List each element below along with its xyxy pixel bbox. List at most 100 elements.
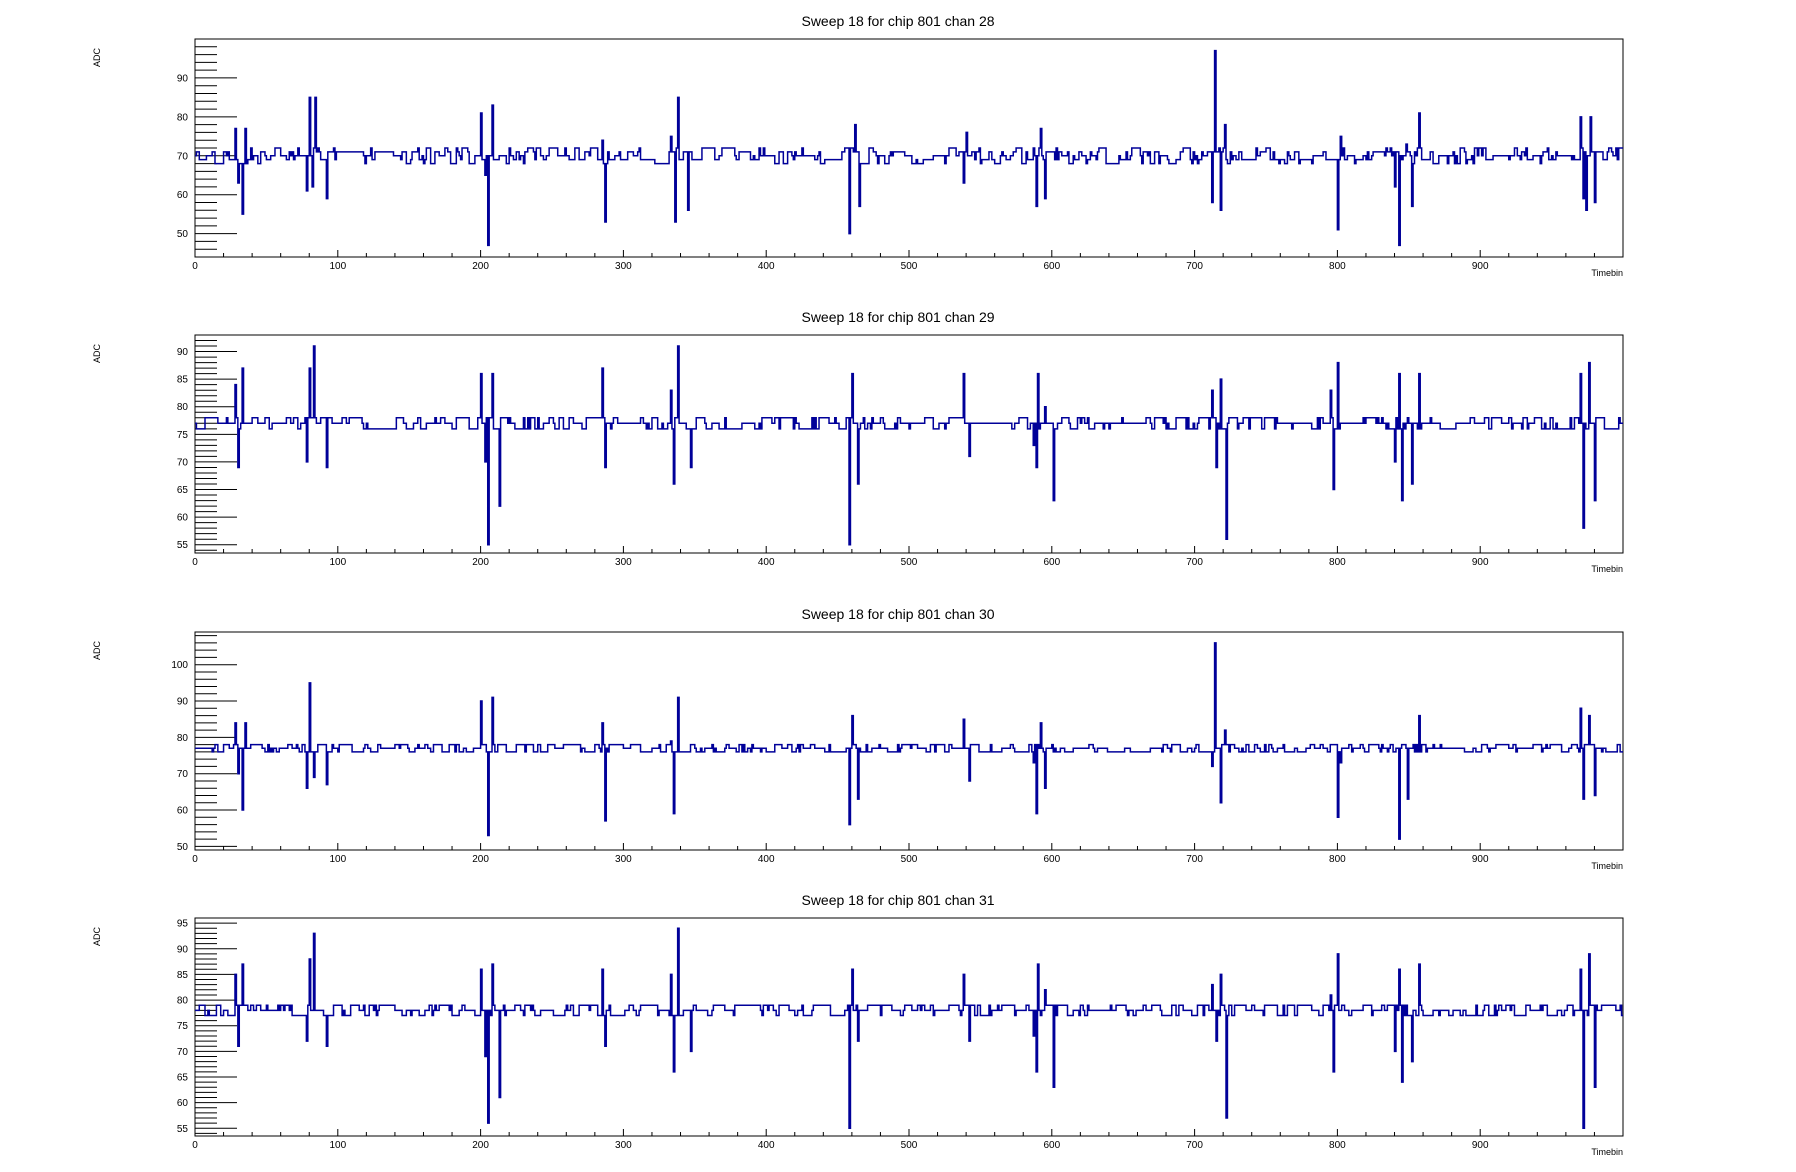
x-tick-label: 0 <box>192 261 198 272</box>
adc-waveform-line <box>195 927 1623 1130</box>
plot-frame <box>194 631 1624 851</box>
x-tick-label: 900 <box>1472 1140 1489 1151</box>
y-tick-label: 90 <box>177 697 189 708</box>
plot-panel-chan-28: Sweep 18 for chip 801 chan 28 ADC Timebi… <box>0 0 1796 293</box>
x-tick-label: 100 <box>329 1140 346 1151</box>
chart-svg-chan-30: Sweep 18 for chip 801 chan 30 ADC Timebi… <box>92 606 1624 871</box>
chart-title: Sweep 18 for chip 801 chan 31 <box>801 892 994 908</box>
y-tick-label: 55 <box>177 1124 189 1135</box>
x-tick-label: 100 <box>329 557 346 568</box>
x-axis-ticks: 0 100 200 300 400 500 600 700 800 900 <box>192 250 1624 272</box>
y-axis-title: ADC <box>92 641 102 661</box>
x-axis-ticks: 0 100 200 300 400 500 600 700 800 900 <box>192 843 1624 865</box>
x-tick-label: 0 <box>192 1140 198 1151</box>
y-tick-label: 60 <box>177 513 189 524</box>
x-tick-label: 600 <box>1043 557 1060 568</box>
adc-waveform-line <box>195 642 1623 840</box>
y-tick-label: 90 <box>177 73 189 84</box>
y-axis-ticks: 50 60 70 80 90 <box>177 38 237 258</box>
x-tick-label: 800 <box>1329 261 1346 272</box>
x-tick-label: 200 <box>472 854 489 865</box>
x-tick-label: 900 <box>1472 557 1489 568</box>
x-axis-title: Timebin <box>1591 268 1623 278</box>
plot-frame <box>194 917 1624 1137</box>
x-tick-label: 300 <box>615 1140 632 1151</box>
plot-frame <box>194 334 1624 554</box>
y-tick-label: 60 <box>177 190 189 201</box>
x-tick-label: 0 <box>192 854 198 865</box>
x-tick-label: 900 <box>1472 261 1489 272</box>
y-tick-label: 95 <box>177 919 189 930</box>
x-tick-label: 200 <box>472 557 489 568</box>
chart-title: Sweep 18 for chip 801 chan 28 <box>801 13 994 29</box>
y-tick-label: 80 <box>177 402 189 413</box>
x-tick-label: 400 <box>758 1140 775 1151</box>
y-axis-title: ADC <box>92 344 102 364</box>
x-tick-label: 0 <box>192 557 198 568</box>
x-axis-ticks: 0 100 200 300 400 500 600 700 800 900 <box>192 1129 1624 1151</box>
x-tick-label: 500 <box>901 261 918 272</box>
x-tick-label: 800 <box>1329 854 1346 865</box>
x-tick-label: 300 <box>615 854 632 865</box>
chart-svg-chan-29: Sweep 18 for chip 801 chan 29 ADC Timebi… <box>92 309 1624 574</box>
chart-svg-chan-28: Sweep 18 for chip 801 chan 28 ADC Timebi… <box>92 13 1624 278</box>
x-tick-label: 300 <box>615 261 632 272</box>
x-tick-label: 500 <box>901 557 918 568</box>
y-tick-label: 90 <box>177 944 189 955</box>
x-tick-label: 700 <box>1186 1140 1203 1151</box>
y-axis-ticks: 55 60 65 70 75 80 85 90 <box>177 334 237 551</box>
x-tick-label: 300 <box>615 557 632 568</box>
y-tick-label: 70 <box>177 151 189 162</box>
x-tick-label: 700 <box>1186 854 1203 865</box>
x-tick-label: 500 <box>901 1140 918 1151</box>
x-tick-label: 400 <box>758 557 775 568</box>
y-tick-label: 80 <box>177 112 189 123</box>
adc-waveform-line <box>195 49 1623 247</box>
chart-title: Sweep 18 for chip 801 chan 29 <box>801 309 994 325</box>
y-tick-label: 80 <box>177 996 189 1007</box>
x-tick-label: 400 <box>758 854 775 865</box>
x-tick-label: 600 <box>1043 854 1060 865</box>
y-tick-label: 85 <box>177 375 189 386</box>
y-tick-label: 65 <box>177 485 189 496</box>
x-tick-label: 200 <box>472 261 489 272</box>
y-tick-label: 65 <box>177 1073 189 1084</box>
plot-panel-chan-30: Sweep 18 for chip 801 chan 30 ADC Timebi… <box>0 593 1796 886</box>
x-axis-title: Timebin <box>1591 1147 1623 1157</box>
x-axis-title: Timebin <box>1591 861 1623 871</box>
y-tick-label: 70 <box>177 457 189 468</box>
y-tick-label: 50 <box>177 842 189 853</box>
plot-panel-chan-31: Sweep 18 for chip 801 chan 31 ADC Timebi… <box>0 879 1796 1172</box>
x-tick-label: 800 <box>1329 557 1346 568</box>
y-tick-label: 70 <box>177 1047 189 1058</box>
plot-panel-chan-29: Sweep 18 for chip 801 chan 29 ADC Timebi… <box>0 296 1796 589</box>
y-tick-label: 50 <box>177 229 189 240</box>
x-tick-label: 100 <box>329 854 346 865</box>
chart-title: Sweep 18 for chip 801 chan 30 <box>801 606 994 622</box>
y-axis-ticks: 55 60 65 70 75 80 85 90 95 <box>177 917 237 1135</box>
x-tick-label: 500 <box>901 854 918 865</box>
x-axis-ticks: 0 100 200 300 400 500 600 700 800 900 <box>192 546 1624 568</box>
x-tick-label: 600 <box>1043 261 1060 272</box>
y-tick-label: 85 <box>177 970 189 981</box>
y-tick-label: 75 <box>177 430 189 441</box>
adc-waveform-line <box>195 345 1623 546</box>
x-tick-label: 400 <box>758 261 775 272</box>
x-tick-label: 600 <box>1043 1140 1060 1151</box>
y-axis-title: ADC <box>92 48 102 68</box>
x-tick-label: 800 <box>1329 1140 1346 1151</box>
y-tick-label: 55 <box>177 540 189 551</box>
x-axis-title: Timebin <box>1591 564 1623 574</box>
x-tick-label: 900 <box>1472 854 1489 865</box>
x-tick-label: 100 <box>329 261 346 272</box>
y-axis-ticks: 50 60 70 80 90 100 <box>171 635 237 853</box>
y-tick-label: 60 <box>177 806 189 817</box>
y-axis-title: ADC <box>92 927 102 947</box>
plot-frame <box>194 38 1624 258</box>
y-tick-label: 80 <box>177 733 189 744</box>
y-tick-label: 90 <box>177 347 189 358</box>
y-tick-label: 75 <box>177 1021 189 1032</box>
y-tick-label: 60 <box>177 1098 189 1109</box>
x-tick-label: 700 <box>1186 557 1203 568</box>
y-tick-label: 100 <box>171 660 188 671</box>
